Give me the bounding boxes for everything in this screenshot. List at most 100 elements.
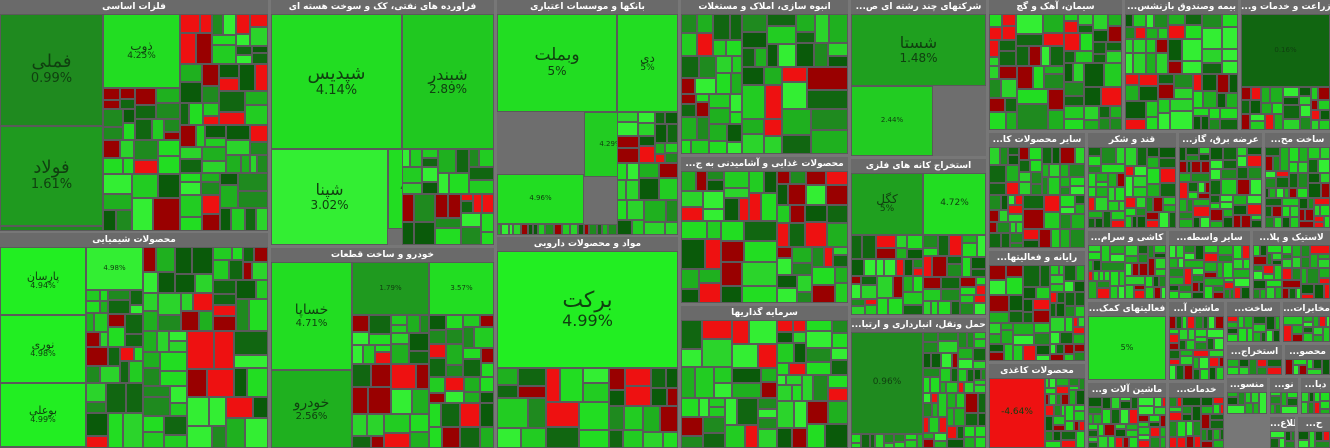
stock-tile[interactable] — [923, 393, 931, 403]
stock-tile[interactable] — [1104, 271, 1110, 281]
stock-tile[interactable] — [86, 313, 94, 332]
stock-tile[interactable] — [831, 360, 848, 375]
stock-tile[interactable] — [1010, 243, 1023, 248]
stock-tile[interactable] — [407, 315, 420, 333]
stock-tile[interactable] — [977, 235, 986, 257]
stock-tile[interactable] — [1287, 392, 1298, 398]
stock-tile[interactable] — [1050, 354, 1064, 361]
stock-tile[interactable] — [1079, 378, 1085, 390]
stock-tile[interactable] — [1257, 359, 1267, 367]
stock-tile[interactable] — [219, 64, 239, 78]
stock-tile[interactable] — [446, 315, 463, 329]
stock-tile[interactable] — [1188, 329, 1195, 340]
stock-tile[interactable] — [1120, 409, 1129, 424]
stock-tile[interactable] — [1224, 278, 1234, 282]
stock-tile[interactable] — [947, 256, 962, 264]
stock-tile[interactable] — [1192, 406, 1201, 421]
stock-tile[interactable] — [1209, 108, 1220, 119]
stock-tile[interactable] — [934, 441, 947, 448]
stock-tile[interactable] — [1145, 287, 1154, 299]
stock-tile[interactable] — [609, 368, 625, 390]
stock-tile[interactable] — [1044, 212, 1060, 229]
stock-tile[interactable] — [1023, 265, 1040, 287]
stock-tile[interactable] — [1299, 87, 1311, 96]
stock-tile[interactable] — [1148, 245, 1154, 258]
stock-tile[interactable] — [681, 56, 699, 78]
stock-tile[interactable] — [1088, 166, 1101, 173]
stock-tile[interactable] — [989, 14, 1002, 27]
stock-tile[interactable] — [103, 174, 132, 194]
stock-tile[interactable] — [1163, 205, 1176, 212]
stock-tile[interactable] — [538, 224, 545, 235]
stock-tile[interactable] — [1169, 258, 1178, 268]
stock-tile[interactable] — [851, 299, 865, 306]
stock-tile[interactable] — [789, 363, 806, 375]
stock-tile[interactable] — [806, 320, 832, 331]
stock-tile[interactable] — [1272, 103, 1283, 114]
stock-tile[interactable] — [1154, 253, 1166, 258]
stock-tile[interactable] — [438, 173, 449, 194]
stock-tile[interactable] — [721, 286, 742, 303]
stock-tile[interactable] — [1179, 219, 1193, 228]
stock-tile[interactable] — [1227, 392, 1238, 397]
stock-tile[interactable] — [1064, 265, 1076, 281]
stock-tile[interactable] — [681, 94, 696, 104]
stock-tile[interactable] — [1251, 392, 1259, 403]
stock-tile[interactable] — [1006, 182, 1019, 195]
stock-tile[interactable] — [180, 14, 200, 33]
stock-tile[interactable] — [1253, 271, 1263, 280]
stock-tile[interactable] — [461, 194, 473, 201]
stock-tile[interactable] — [828, 401, 848, 424]
stock-tile[interactable] — [212, 45, 236, 64]
stock-tile[interactable] — [782, 135, 811, 154]
stock-tile[interactable] — [1125, 208, 1136, 216]
stock-tile[interactable] — [1220, 108, 1238, 119]
stock-tile[interactable] — [1177, 437, 1186, 448]
stock-tile[interactable] — [1265, 206, 1272, 217]
stock-tile[interactable] — [518, 368, 546, 386]
stock-tile[interactable] — [1239, 359, 1249, 367]
stock-tile[interactable] — [196, 33, 212, 64]
stock-tile[interactable] — [180, 147, 202, 159]
stock-tile[interactable] — [429, 393, 445, 403]
stock-tile[interactable] — [1070, 229, 1085, 248]
stock-tile[interactable] — [721, 221, 744, 241]
stock-tile[interactable] — [1245, 403, 1253, 414]
stock-tile[interactable] — [200, 14, 212, 33]
stock-tile[interactable] — [1169, 343, 1179, 350]
stock-tile[interactable]: خساپا 4.71% — [271, 262, 352, 370]
stock-tile[interactable] — [1243, 259, 1250, 269]
stock-tile[interactable] — [461, 227, 481, 245]
stock-tile[interactable] — [1065, 405, 1074, 421]
stock-tile[interactable] — [989, 165, 1006, 183]
stock-tile[interactable] — [1093, 42, 1106, 54]
stock-tile[interactable] — [1158, 99, 1170, 113]
stock-tile[interactable] — [1300, 117, 1311, 130]
stock-tile[interactable] — [609, 390, 625, 406]
stock-tile[interactable] — [1015, 195, 1023, 205]
stock-tile[interactable] — [252, 46, 268, 53]
stock-tile[interactable] — [681, 269, 699, 289]
stock-tile[interactable] — [1033, 299, 1050, 310]
stock-tile[interactable] — [1192, 268, 1204, 275]
stock-tile[interactable] — [236, 280, 256, 299]
stock-tile[interactable] — [1293, 365, 1299, 375]
stock-tile[interactable] — [464, 377, 480, 392]
stock-tile[interactable] — [243, 247, 254, 262]
stock-tile[interactable] — [212, 14, 223, 35]
stock-tile[interactable] — [414, 222, 435, 245]
stock-tile[interactable] — [1110, 106, 1122, 118]
stock-tile[interactable] — [989, 334, 1001, 344]
stock-tile[interactable] — [1247, 195, 1262, 204]
stock-tile[interactable] — [460, 427, 480, 448]
stock-tile[interactable] — [1108, 187, 1115, 201]
stock-tile[interactable] — [597, 224, 602, 235]
stock-tile[interactable] — [861, 276, 877, 285]
stock-tile[interactable] — [1042, 164, 1049, 177]
stock-tile[interactable] — [1111, 211, 1125, 220]
stock-tile[interactable] — [807, 67, 848, 90]
stock-tile[interactable] — [1226, 93, 1238, 108]
stock-tile[interactable] — [1084, 87, 1101, 106]
stock-tile[interactable] — [1023, 209, 1044, 229]
stock-tile[interactable] — [1188, 182, 1198, 192]
